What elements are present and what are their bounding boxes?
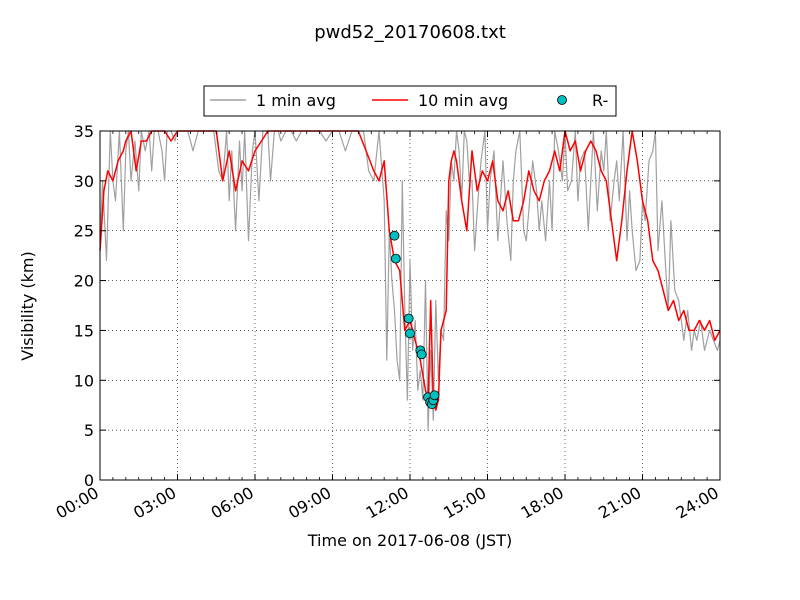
legend-item-rain: R- [557, 91, 608, 110]
y-tick-label: 10 [74, 371, 94, 390]
y-tick-label: 15 [74, 321, 94, 340]
chart-title: pwd52_20170608.txt [314, 22, 506, 43]
y-tick-label: 0 [84, 471, 94, 490]
x-axis-label: Time on 2017-06-08 (JST) [307, 531, 512, 550]
y-axis-label: Visibility (km) [18, 251, 37, 360]
data-point-rain [429, 390, 440, 401]
y-tick-label: 5 [84, 421, 94, 440]
y-tick-label: 20 [74, 272, 94, 291]
legend-label-1min: 1 min avg [256, 91, 336, 110]
y-tick-label: 30 [74, 172, 94, 191]
data-point-rain [403, 313, 414, 324]
legend-item-10min: 10 min avg [372, 91, 508, 110]
data-point-rain [390, 253, 401, 264]
legend-frame [203, 85, 617, 117]
legend-swatch-rain [557, 95, 567, 105]
y-tick-label: 35 [74, 122, 94, 141]
legend-item-1min: 1 min avg [210, 91, 336, 110]
data-point-rain [416, 349, 427, 360]
data-point-rain [389, 230, 400, 241]
grid [100, 131, 720, 480]
data-point-rain [405, 328, 415, 339]
y-tick-label: 25 [74, 222, 94, 241]
legend: 1 min avg 10 min avg R- [203, 85, 617, 117]
legend-label-rain: R- [592, 91, 608, 110]
legend-label-10min: 10 min avg [418, 91, 508, 110]
